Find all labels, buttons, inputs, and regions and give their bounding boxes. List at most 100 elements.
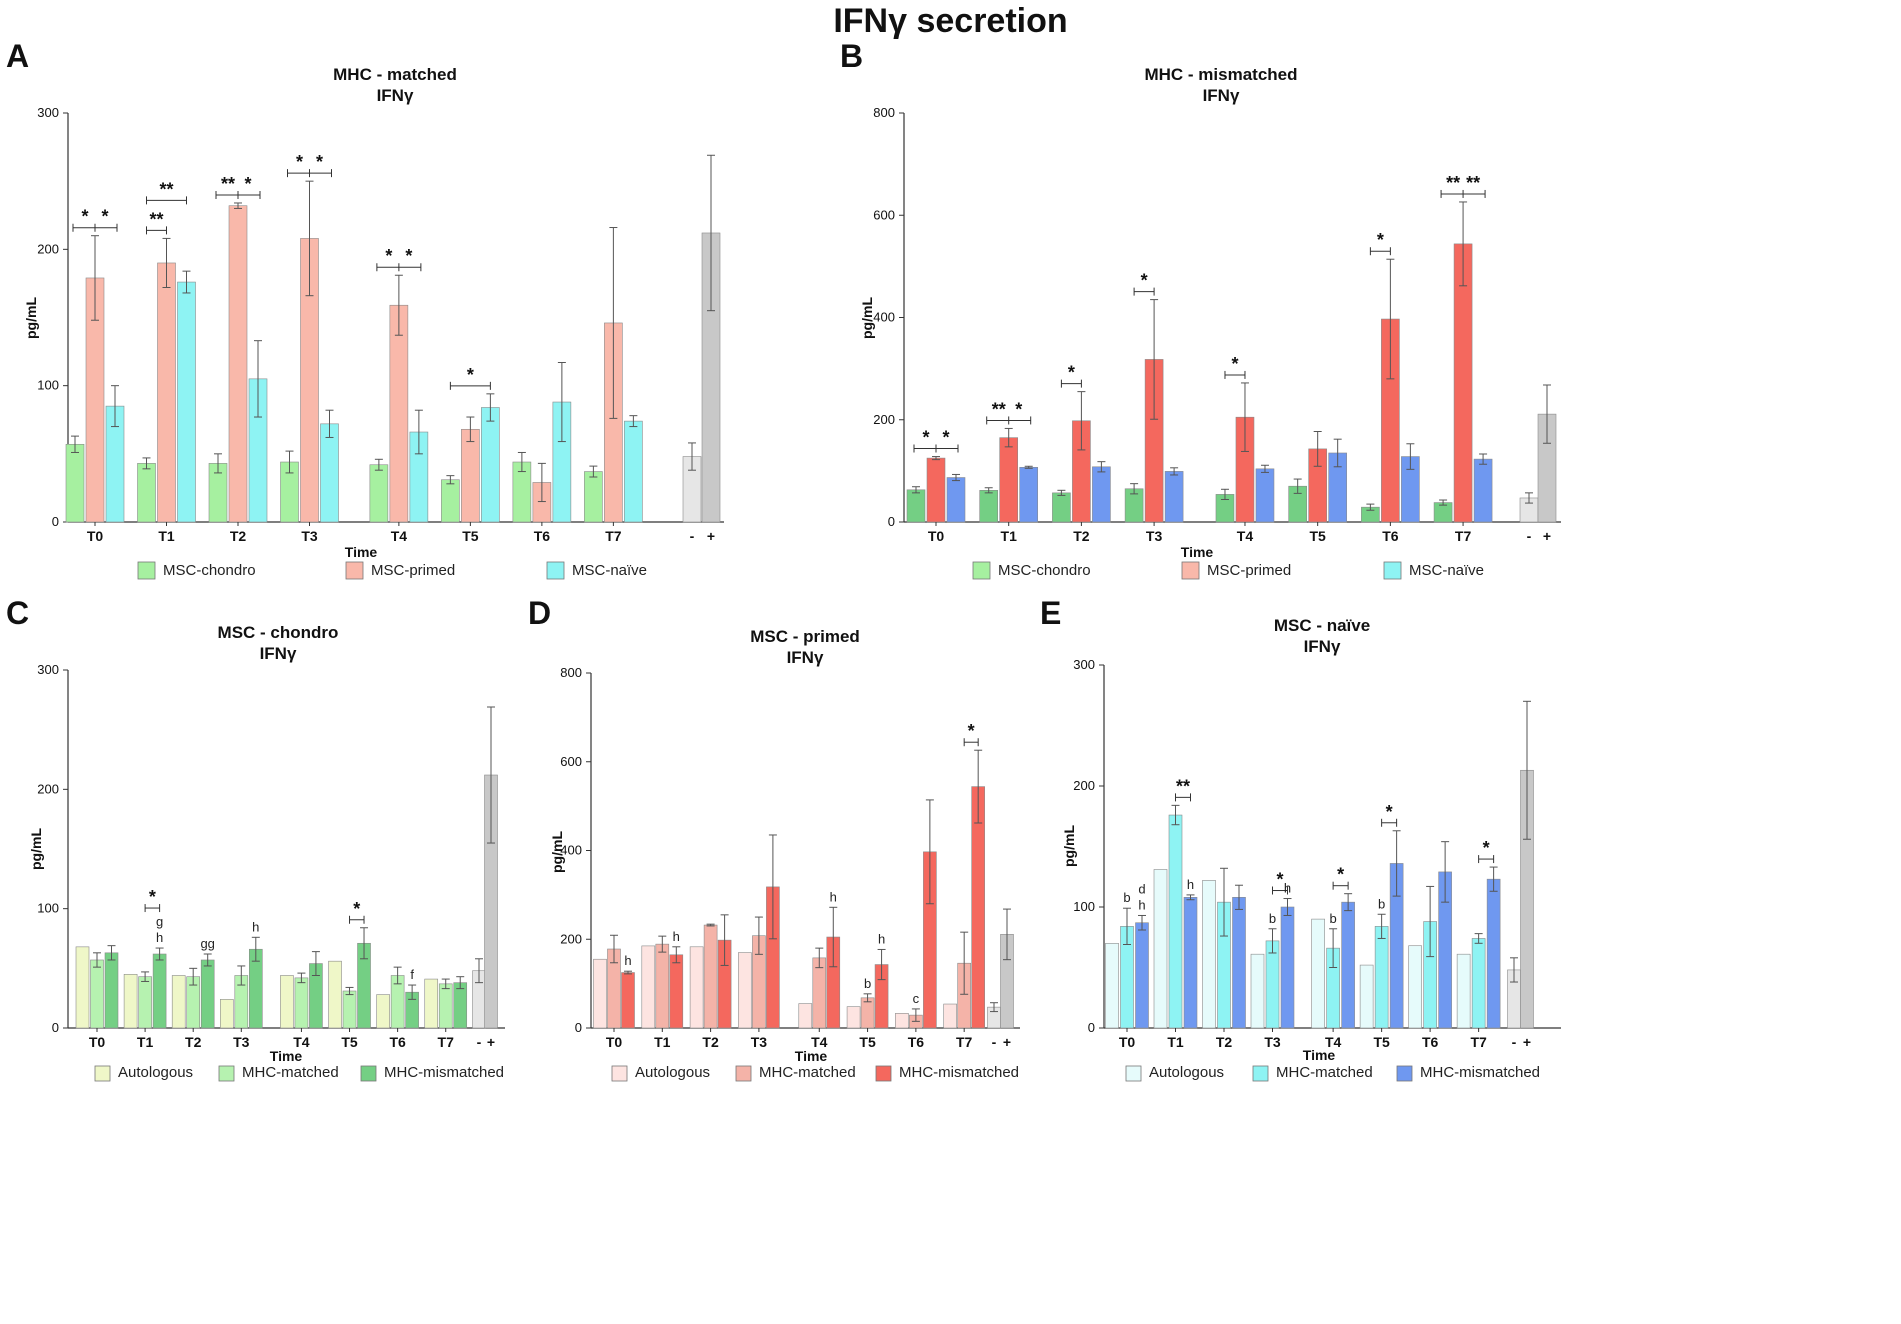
y-tick-label: 0 — [52, 514, 59, 529]
bar-t1-mhc-matched — [655, 943, 670, 1029]
bar-t0-msc-chondro — [65, 443, 85, 523]
y-tick-label: 600 — [560, 754, 582, 769]
y-tick-label: 0 — [575, 1020, 582, 1035]
bar-t7-msc-na-ve — [624, 420, 643, 523]
stat-letter: h — [878, 931, 885, 946]
bar-t5-autologous — [328, 960, 342, 1029]
bar-t2-autologous — [171, 975, 186, 1029]
x-tick-label: T7 — [1470, 1034, 1487, 1050]
x-tick-label: T5 — [1373, 1034, 1390, 1050]
bar-t0-autologous — [1105, 942, 1119, 1029]
panel-letter: D — [528, 595, 551, 631]
bar-t1-mhc-matched — [1168, 814, 1183, 1029]
y-tick-label: 100 — [1073, 899, 1095, 914]
sig-label: * — [405, 246, 412, 266]
panel-letter: C — [6, 595, 29, 631]
y-axis-label: pg/mL — [28, 828, 44, 870]
panel-title: MHC - mismatched — [1144, 65, 1297, 84]
sig-label: * — [1015, 399, 1022, 419]
legend-swatch — [735, 1065, 752, 1082]
bar-t1-mhc-mismatched — [1183, 897, 1198, 1029]
sig-label: * — [922, 428, 929, 448]
x-tick-label: T1 — [654, 1034, 671, 1050]
legend-label: MSC-chondro — [163, 562, 256, 579]
stat-letter: b — [1378, 896, 1385, 911]
bar-t4-mhc-matched — [812, 957, 827, 1029]
panel-subtitle: IFNγ — [787, 648, 824, 667]
sig-label: * — [1068, 363, 1075, 383]
sig-label: ** — [221, 174, 235, 194]
legend-swatch — [137, 561, 156, 580]
bar-t4-mhc-matched — [294, 977, 309, 1029]
panel-title: MHC - matched — [333, 65, 457, 84]
x-tick-label: T1 — [158, 528, 175, 544]
figure-title: IFNγ secretion — [833, 2, 1068, 40]
x-tick-label: T0 — [87, 528, 104, 544]
stat-letter: h — [624, 953, 631, 968]
panel-c: C MSC - chondro IFNγ 0 100 200 300 pg/mL T0 T1 T2 T… — [6, 595, 505, 1082]
x-tick-label: T0 — [928, 528, 945, 544]
x-axis-label: Time — [270, 1048, 303, 1064]
control-label: + — [1523, 1034, 1531, 1050]
bar-t1-msc-na-ve — [1019, 466, 1039, 523]
control-label: - — [992, 1034, 997, 1050]
bar-t5-msc-primed — [461, 428, 480, 523]
bar-t4-autologous — [280, 975, 294, 1029]
x-tick-label: T3 — [301, 528, 318, 544]
stat-letter: h — [252, 919, 259, 934]
x-tick-label: T0 — [1119, 1034, 1136, 1050]
legend-swatch — [875, 1065, 892, 1082]
x-tick-label: T2 — [185, 1034, 202, 1050]
sig-label: * — [1337, 865, 1344, 885]
y-tick-label: 800 — [873, 105, 895, 120]
y-tick-label: 100 — [37, 378, 59, 393]
legend-label: MSC-primed — [371, 562, 455, 579]
sig-label: * — [385, 246, 392, 266]
x-tick-label: T4 — [391, 528, 408, 544]
sig-label: * — [1276, 870, 1283, 890]
bar-t0-mhc-mismatched — [621, 972, 635, 1029]
bar-t0-mhc-matched — [90, 959, 104, 1029]
y-tick-label: 0 — [52, 1020, 59, 1035]
sig-label: * — [1386, 802, 1393, 822]
x-tick-label: T4 — [293, 1034, 310, 1050]
x-tick-label: T7 — [1455, 528, 1472, 544]
stat-letter: h — [673, 929, 680, 944]
legend-swatch — [1252, 1065, 1269, 1082]
bar-t2-mhc-matched — [703, 924, 718, 1029]
sig-label: * — [316, 152, 323, 172]
legend-swatch — [546, 561, 565, 580]
x-tick-label: T4 — [811, 1034, 828, 1050]
x-tick-label: T1 — [137, 1034, 154, 1050]
sig-label: * — [244, 174, 251, 194]
stat-letter: f — [410, 967, 414, 982]
bar-t7-autologous — [424, 978, 439, 1029]
bar-t4-msc-chondro — [369, 464, 389, 523]
panel-subtitle: IFNγ — [1203, 86, 1240, 105]
legend-swatch — [1125, 1065, 1142, 1082]
y-tick-label: 400 — [873, 310, 895, 325]
y-axis-label: pg/mL — [549, 831, 565, 873]
legend-swatch — [611, 1065, 628, 1082]
control-label: + — [1003, 1034, 1011, 1050]
bar-t4-autologous — [1311, 918, 1325, 1029]
y-axis-label: pg/mL — [859, 297, 875, 339]
legend-label: MHC-mismatched — [384, 1064, 504, 1081]
control-label: + — [707, 528, 715, 544]
y-tick-label: 300 — [37, 105, 59, 120]
x-tick-label: T6 — [1422, 1034, 1439, 1050]
stat-letter: b — [864, 976, 871, 991]
bar-t1-mhc-mismatched — [152, 953, 167, 1029]
legend-label: MSC-naïve — [1409, 562, 1484, 579]
x-tick-label: T1 — [1001, 528, 1018, 544]
y-tick-label: 300 — [37, 662, 59, 677]
bar-t2-msc-na-ve — [1092, 466, 1111, 523]
stat-letter: gg — [200, 936, 214, 951]
sig-label: * — [296, 152, 303, 172]
bar-t3-msc-na-ve — [1164, 471, 1184, 523]
bar-t7-mhc-mismatched — [453, 982, 468, 1029]
bar-t1-msc-primed — [999, 437, 1019, 523]
legend-label: MHC-mismatched — [899, 1064, 1019, 1081]
y-tick-label: 100 — [37, 901, 59, 916]
